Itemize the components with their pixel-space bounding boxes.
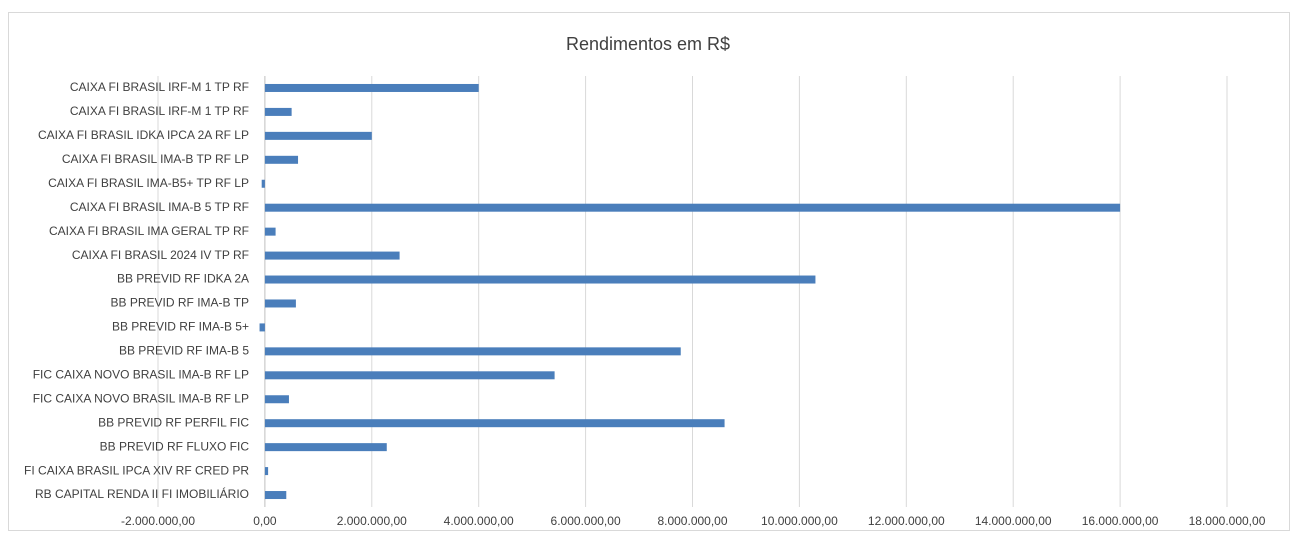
y-tick-label: RB CAPITAL RENDA II FI IMOBILIÁRIO [35,486,249,501]
x-tick-label: 10.000.000,00 [761,514,838,528]
bar [259,323,265,332]
bar [264,203,1121,212]
bar [264,467,269,476]
y-tick-label: BB PREVID RF PERFIL FIC [98,415,249,429]
y-tick-label: BB PREVID RF FLUXO FIC [100,439,250,453]
bar [264,155,299,164]
bar [264,83,479,92]
bar [264,251,400,260]
bar [264,443,387,452]
y-tick-label: CAIXA FI BRASIL IMA GERAL TP RF [49,224,249,238]
bar [261,179,265,188]
y-tick-label: CAIXA FI BRASIL IRF-M 1 TP RF [70,104,249,118]
bar [264,275,816,284]
chart-title: Rendimentos em R$ [566,34,730,54]
y-tick-label: BB PREVID RF IMA-B 5 [119,344,249,358]
bar [264,299,296,308]
y-tick-label: CAIXA FI BRASIL IMA-B TP RF LP [62,152,249,166]
y-tick-label: BB PREVID RF IMA-B 5+ [112,320,249,334]
chart-border [8,12,1290,531]
x-tick-label: 2.000.000,00 [337,514,407,528]
y-tick-label: CAIXA FI BRASIL 2024 IV TP RF [72,248,249,262]
bar [264,227,276,236]
bar [264,419,725,428]
x-tick-label: 8.000.000,00 [657,514,727,528]
y-tick-label: FIC CAIXA NOVO BRASIL IMA-B RF LP [33,391,249,405]
bar [264,371,555,380]
x-tick-label: 14.000.000,00 [975,514,1052,528]
y-tick-label: FIC CAIXA NOVO BRASIL IMA-B RF LP [33,367,249,381]
x-tick-label: 4.000.000,00 [444,514,514,528]
bar [264,395,289,404]
x-tick-label: 12.000.000,00 [868,514,945,528]
x-tick-label: -2.000.000,00 [121,514,195,528]
y-tick-label: CAIXA FI BRASIL IRF-M 1 TP RF [70,80,249,94]
bar [264,107,292,116]
x-tick-label: 18.000.000,00 [1189,514,1266,528]
y-tick-label: CAIXA FI BRASIL IMA-B 5 TP RF [70,200,249,214]
bar [264,347,681,356]
x-tick-label: 6.000.000,00 [551,514,621,528]
x-tick-label: 0,00 [253,514,277,528]
y-tick-label: CAIXA FI BRASIL IMA-B5+ TP RF LP [48,176,249,190]
y-tick-label: FI CAIXA BRASIL IPCA XIV RF CRED PR [24,463,249,477]
x-tick-label: 16.000.000,00 [1082,514,1159,528]
y-tick-label: BB PREVID RF IDKA 2A [117,272,249,286]
y-tick-label: BB PREVID RF IMA-B TP [111,296,249,310]
bar [264,491,287,500]
y-tick-label: CAIXA FI BRASIL IDKA IPCA 2A RF LP [38,128,249,142]
bar [264,131,372,140]
